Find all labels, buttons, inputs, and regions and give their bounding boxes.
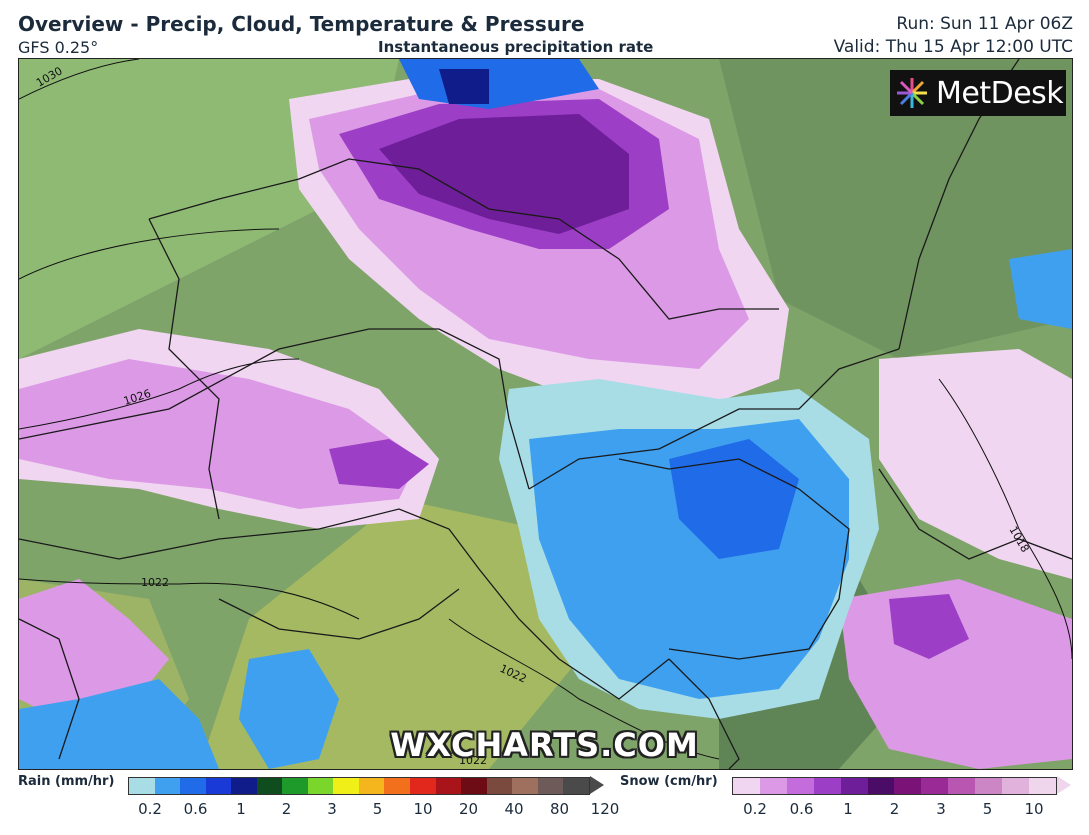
snow-colorbar-arrow (1057, 776, 1071, 794)
colorbar-segment (563, 778, 589, 794)
colorbar-segment (461, 778, 487, 794)
colorbar-segment (180, 778, 206, 794)
colorbar-tick-label: 2 (281, 800, 292, 818)
isobars (19, 59, 1072, 760)
colorbar-tick-label: 120 (590, 800, 620, 818)
rain-legend-label: Rain (mm/hr) (18, 774, 115, 789)
map-canvas: 1030 1026 1022 1022 1022 1018 (19, 59, 1072, 769)
logo-text: MetDesk (936, 75, 1064, 111)
snow-core-southeast (889, 594, 969, 659)
colorbar-segment (384, 778, 411, 794)
rain-colorbar (128, 777, 590, 795)
colorbar-segment (333, 778, 359, 794)
snow-region-southwest (19, 579, 169, 719)
colorbar-segment (282, 778, 308, 794)
chart-title: Overview - Precip, Cloud, Temperature & … (18, 12, 585, 36)
colorbar-tick-label: 1 (843, 800, 853, 818)
snow-colorbar (732, 777, 1057, 795)
colorbar-segment (840, 778, 868, 794)
colorbar-segment (231, 778, 257, 794)
border-line (148, 158, 779, 320)
border-line (19, 328, 530, 490)
colorbar-segment (205, 778, 232, 794)
colorbar-segment (975, 778, 1003, 794)
snow-core-west (329, 439, 429, 489)
colorbar-segment (256, 778, 283, 794)
border-line (878, 468, 1072, 560)
colorbar-segment (921, 778, 949, 794)
isobar-line (448, 618, 720, 760)
colorbar-tick-label: 40 (504, 800, 524, 818)
watermark: WXCHARTS.COM (390, 726, 699, 764)
snow-region-east (879, 349, 1072, 579)
isobar-label: 1022 (459, 754, 487, 767)
precipitation-map: 1030 1026 1022 1022 1022 1018 (18, 58, 1073, 770)
colorbar-segment (867, 778, 895, 794)
border-line (618, 458, 850, 660)
metdesk-logo: MetDesk (890, 70, 1066, 116)
colorbar-segment (129, 778, 155, 794)
border-line (19, 618, 80, 760)
colorbar-segment (537, 778, 564, 794)
colorbar-segment (813, 778, 841, 794)
colorbar-segment (786, 778, 814, 794)
colorbar-segment (486, 778, 513, 794)
colorbar-segment (435, 778, 462, 794)
isobar-line (19, 59, 140, 100)
colorbar-tick-label: 1 (236, 800, 246, 818)
colorbar-segment (733, 778, 760, 794)
colorbar-tick-label: 80 (549, 800, 570, 818)
metdesk-logo-icon (897, 78, 927, 108)
rain-region-southwest (19, 679, 219, 769)
border-line (19, 508, 670, 700)
border-line (148, 218, 220, 520)
rain-region-central-moderate (669, 439, 799, 559)
country-borders (19, 59, 1072, 769)
border-line (218, 588, 460, 640)
colorbar-tick-label: 0.6 (183, 800, 208, 818)
colorbar-segment (512, 778, 538, 794)
colorbar-segment (154, 778, 181, 794)
snow-core-north (379, 114, 629, 234)
rain-region-northeast (1009, 249, 1072, 329)
colorbar-tick-label: 0.2 (743, 800, 767, 818)
rain-region-south (239, 649, 339, 769)
colorbar-segment (759, 778, 787, 794)
colorbar-tick-label: 2 (889, 800, 900, 818)
colorbar-segment (1002, 778, 1029, 794)
colorbar-tick-label: 20 (458, 800, 479, 818)
isobar-label: 1022 (141, 576, 169, 589)
colorbar-tick-label: 3 (936, 800, 946, 818)
colorbar-segment (948, 778, 976, 794)
colorbar-tick-label: 10 (413, 800, 433, 818)
colorbar-tick-label: 0.2 (138, 800, 162, 818)
valid-time: Valid: Thu 15 Apr 12:00 UTC (833, 37, 1073, 57)
run-time: Run: Sun 11 Apr 06Z (896, 14, 1073, 34)
isobar-line (19, 228, 300, 430)
colorbar-segment (307, 778, 334, 794)
colorbar-segment (358, 778, 385, 794)
colorbar-segment (1028, 778, 1056, 794)
colorbar-tick-label: 3 (327, 800, 337, 818)
rain-core-north (439, 69, 489, 104)
rain-colorbar-arrow (590, 776, 604, 794)
colorbar-tick-label: 5 (372, 800, 383, 818)
chart-subtitle: Instantaneous precipitation rate (378, 38, 654, 56)
colorbar-tick-label: 0.6 (789, 800, 814, 818)
border-line (668, 658, 740, 769)
isobar-line (19, 578, 360, 620)
isobar-line (938, 378, 1072, 660)
colorbar-tick-label: 5 (982, 800, 993, 818)
colorbar-segment (894, 778, 922, 794)
model-label: GFS 0.25° (18, 38, 99, 57)
snow-legend-label: Snow (cm/hr) (620, 774, 718, 789)
colorbar-segment (410, 778, 436, 794)
cloud-area-east (719, 59, 1072, 359)
snow-region-west (19, 359, 419, 509)
colorbar-tick-label: 10 (1024, 800, 1044, 818)
border-line (528, 348, 900, 490)
